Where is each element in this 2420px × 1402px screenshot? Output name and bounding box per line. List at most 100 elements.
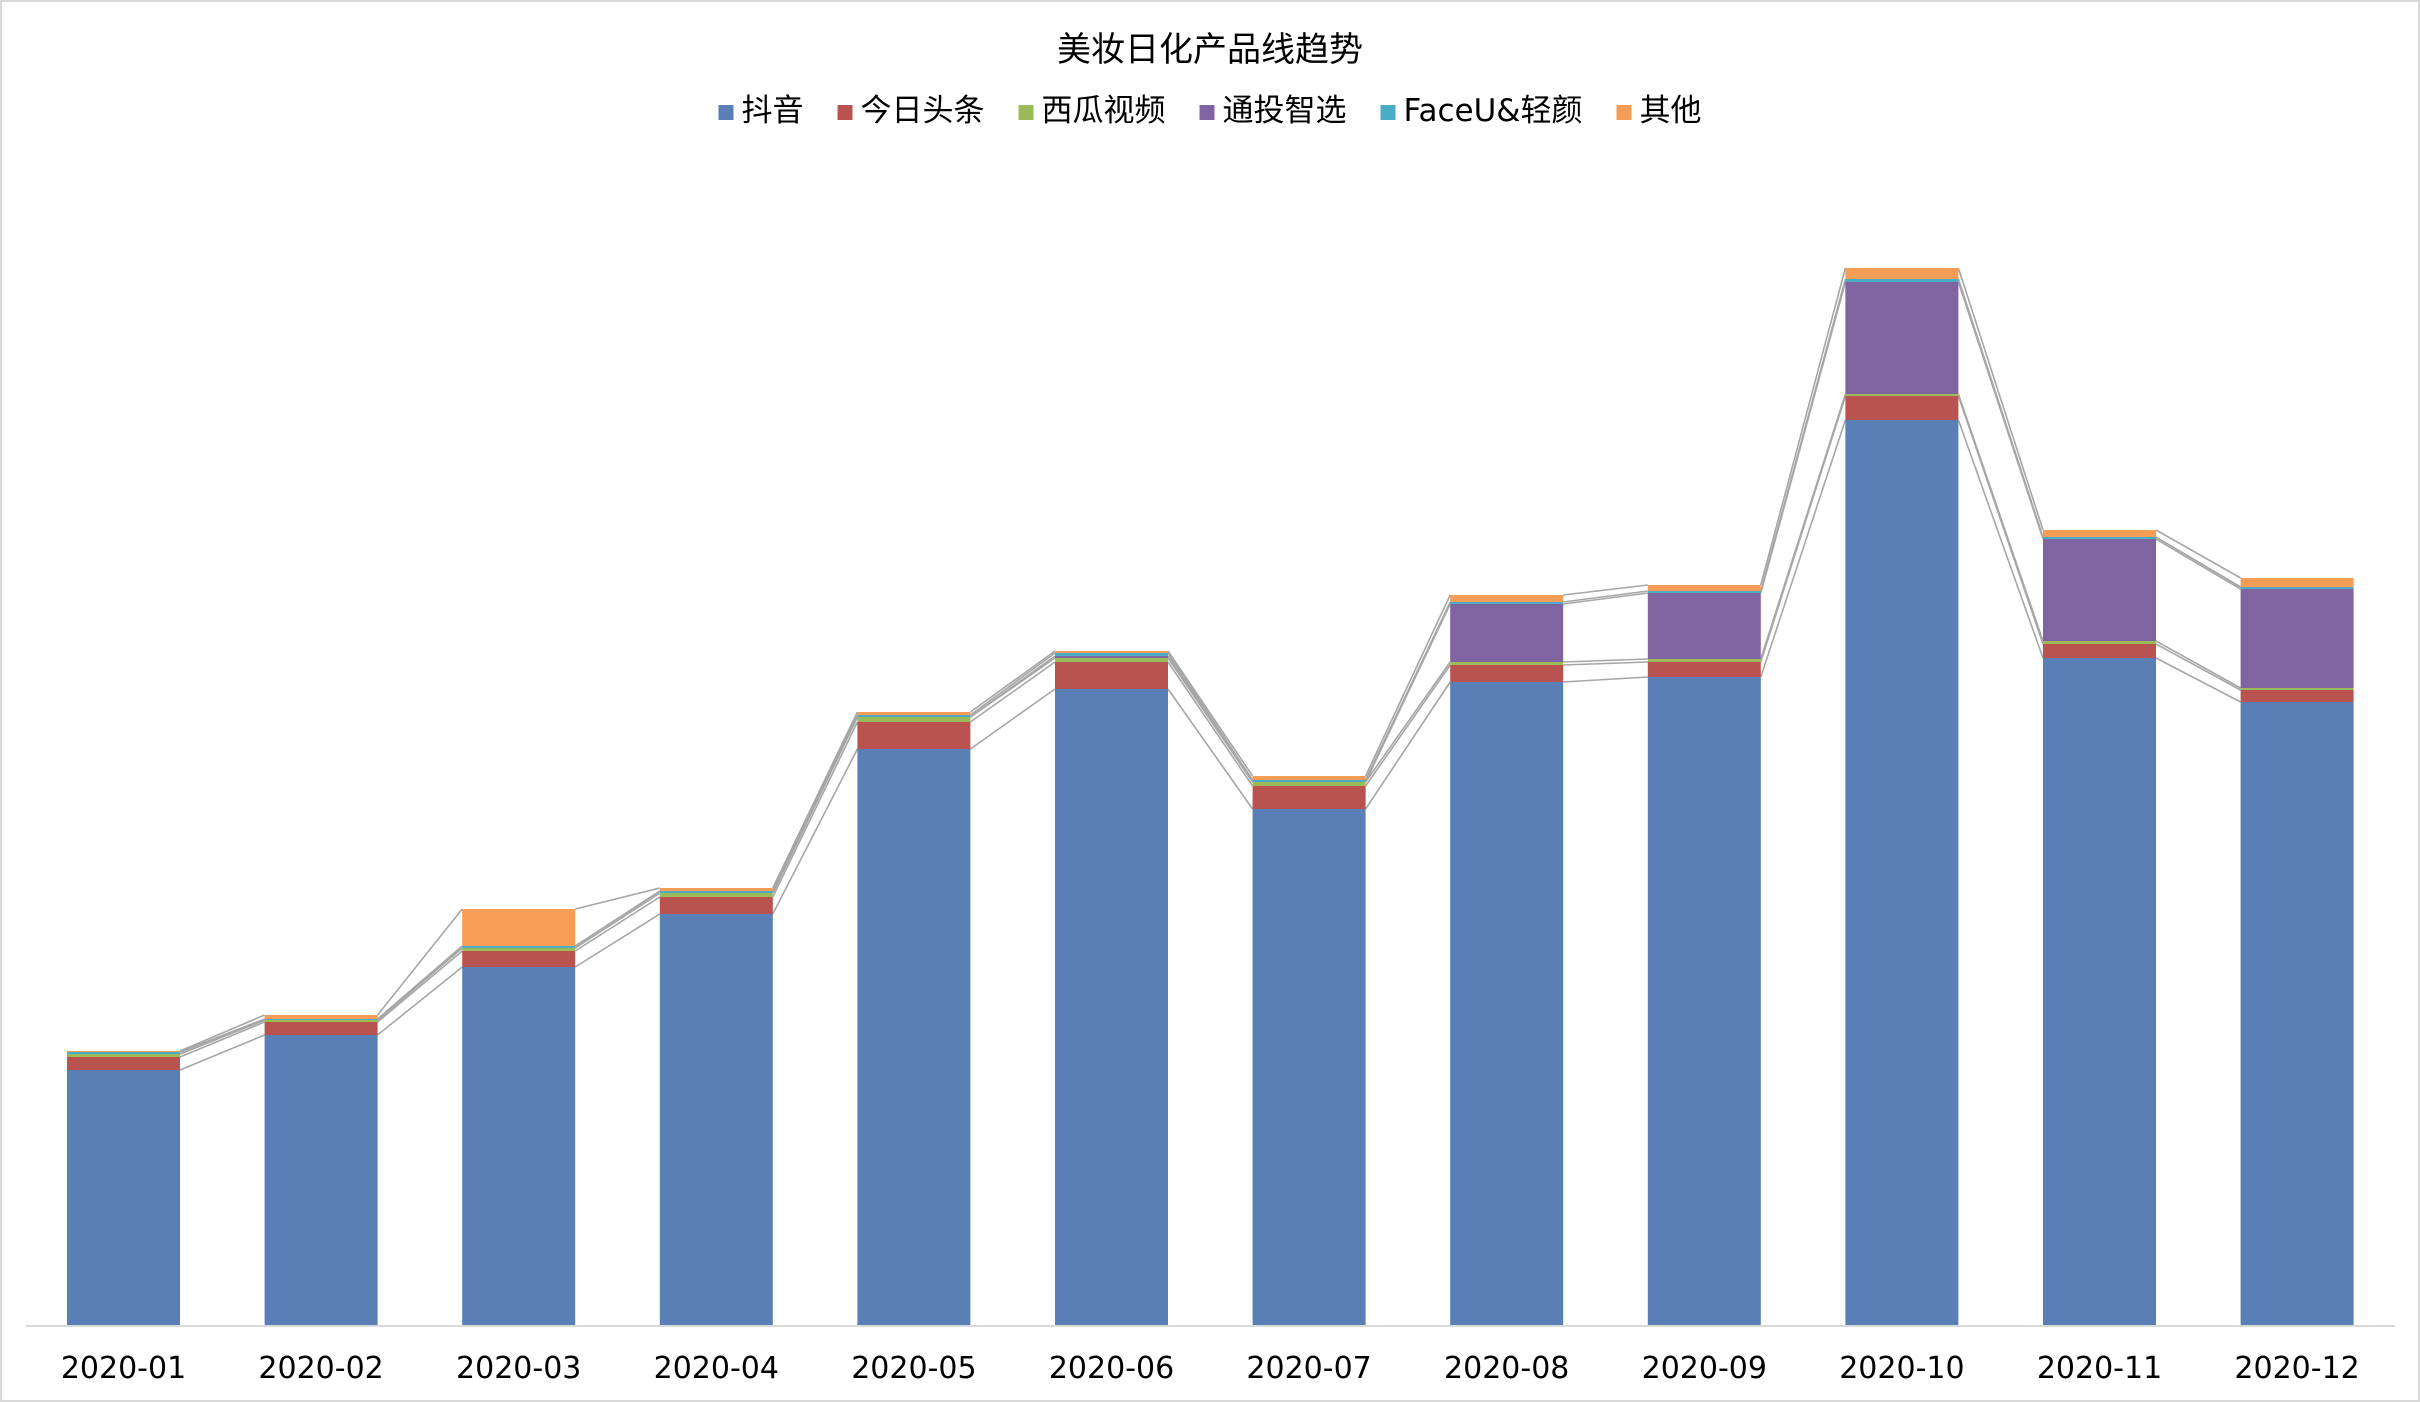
bar-segment — [2043, 539, 2156, 641]
series-line — [1167, 655, 1254, 783]
bar-segment — [264, 1015, 378, 1019]
series-line — [1957, 419, 2044, 659]
legend-swatch — [1199, 105, 1215, 120]
series-line — [1364, 603, 1451, 783]
series-line — [377, 950, 463, 1023]
legend-item: 今日头条 — [837, 93, 985, 129]
bar-segment — [1450, 682, 1564, 1325]
bar-segment — [1647, 662, 1761, 677]
bar-segment — [1845, 394, 1959, 396]
bar-segment — [857, 749, 971, 1325]
bar-segment — [2240, 578, 2354, 587]
x-tick-label: 2020-01 — [61, 1351, 186, 1386]
bar-segment — [264, 1019, 378, 1020]
bars — [67, 268, 2354, 1325]
bar-segment — [1845, 268, 1959, 279]
legend-label: 通投智选 — [1223, 93, 1347, 129]
legend-item: 其他 — [1616, 93, 1702, 129]
series-line — [1364, 601, 1451, 781]
series-line — [1563, 658, 1648, 663]
series-line — [179, 1021, 265, 1058]
series-line — [2155, 538, 2242, 590]
x-tick-label: 2020-03 — [456, 1351, 581, 1386]
bar-segment — [2043, 641, 2156, 644]
bar-segment — [67, 1052, 180, 1054]
bar-segment — [659, 897, 773, 914]
bar-segment — [1252, 809, 1366, 1325]
bar-segment — [1450, 662, 1564, 665]
series-line — [574, 892, 661, 949]
legend-swatch — [1616, 105, 1632, 120]
series-line — [377, 966, 463, 1036]
series-line — [2155, 643, 2241, 691]
bar-segment — [462, 948, 576, 951]
bar-segment — [264, 1022, 378, 1035]
bar-segment — [659, 914, 773, 1325]
legend-swatch — [1018, 105, 1034, 120]
series-line — [969, 661, 1056, 723]
legend-item: FaceU&轻颜 — [1380, 93, 1582, 129]
bar-segment — [1252, 780, 1366, 782]
series-line — [772, 748, 859, 915]
series-line — [1563, 661, 1648, 666]
bar-segment — [857, 722, 971, 749]
series-line — [574, 890, 661, 947]
x-tick-label: 2020-08 — [1444, 1351, 1569, 1386]
bar-segment — [2043, 530, 2156, 537]
series-line — [1563, 590, 1648, 603]
series-line — [179, 1019, 265, 1055]
bar-segment — [462, 946, 576, 948]
bar-segment — [1055, 689, 1168, 1325]
legend: 抖音 今日头条 西瓜视频 通投智选 FaceU&轻颜 其他 — [718, 93, 1702, 129]
legend-swatch — [1380, 105, 1396, 120]
series-line — [377, 945, 463, 1020]
bar-segment — [1845, 420, 1959, 1325]
series-line — [772, 721, 859, 898]
series-line — [1760, 419, 1847, 678]
bar-segment — [1647, 659, 1761, 662]
series-line — [772, 716, 859, 894]
x-tick-label: 2020-04 — [654, 1351, 779, 1386]
series-line — [1760, 267, 1847, 586]
bar-segment — [2043, 644, 2156, 658]
bar-segment — [264, 1035, 378, 1325]
legend-item: 通投智选 — [1199, 93, 1347, 129]
bar-segment — [659, 888, 773, 891]
bar-segment — [462, 951, 576, 967]
series-line — [574, 913, 661, 968]
bar-segment — [2043, 537, 2156, 539]
legend-swatch — [837, 105, 853, 120]
bar-segment — [1252, 782, 1366, 786]
series-line — [1167, 688, 1254, 810]
series-line — [1563, 592, 1648, 605]
x-tick-label: 2020-07 — [1246, 1351, 1371, 1386]
bar-segment — [1647, 591, 1761, 593]
bar-segment — [2240, 589, 2354, 688]
bar-segment — [857, 717, 971, 722]
series-line — [1563, 676, 1648, 683]
series-line — [1957, 278, 2044, 538]
bar-segment — [2043, 658, 2156, 1325]
series-line — [1760, 278, 1847, 592]
series-line — [2155, 657, 2241, 703]
x-tick-label: 2020-06 — [1049, 1351, 1174, 1386]
bar-segment — [1647, 585, 1761, 591]
series-line — [575, 887, 660, 910]
x-tick-label: 2020-05 — [851, 1351, 976, 1386]
bar-segment — [1252, 776, 1366, 780]
bar-segment — [264, 1020, 378, 1022]
bar-segment — [2240, 587, 2354, 589]
legend-item: 西瓜视频 — [1018, 93, 1166, 129]
bar-segment — [1647, 677, 1761, 1325]
bar-segment — [1845, 396, 1959, 420]
series-line — [574, 896, 661, 952]
bar-segment — [1450, 595, 1564, 602]
bar-segment — [67, 1054, 180, 1057]
x-tick-label: 2020-12 — [2234, 1351, 2359, 1386]
series-line — [1364, 664, 1451, 787]
bar-segment — [659, 893, 773, 897]
legend-label: 其他 — [1640, 93, 1702, 129]
series-line — [2155, 640, 2241, 689]
series-line — [772, 711, 859, 889]
